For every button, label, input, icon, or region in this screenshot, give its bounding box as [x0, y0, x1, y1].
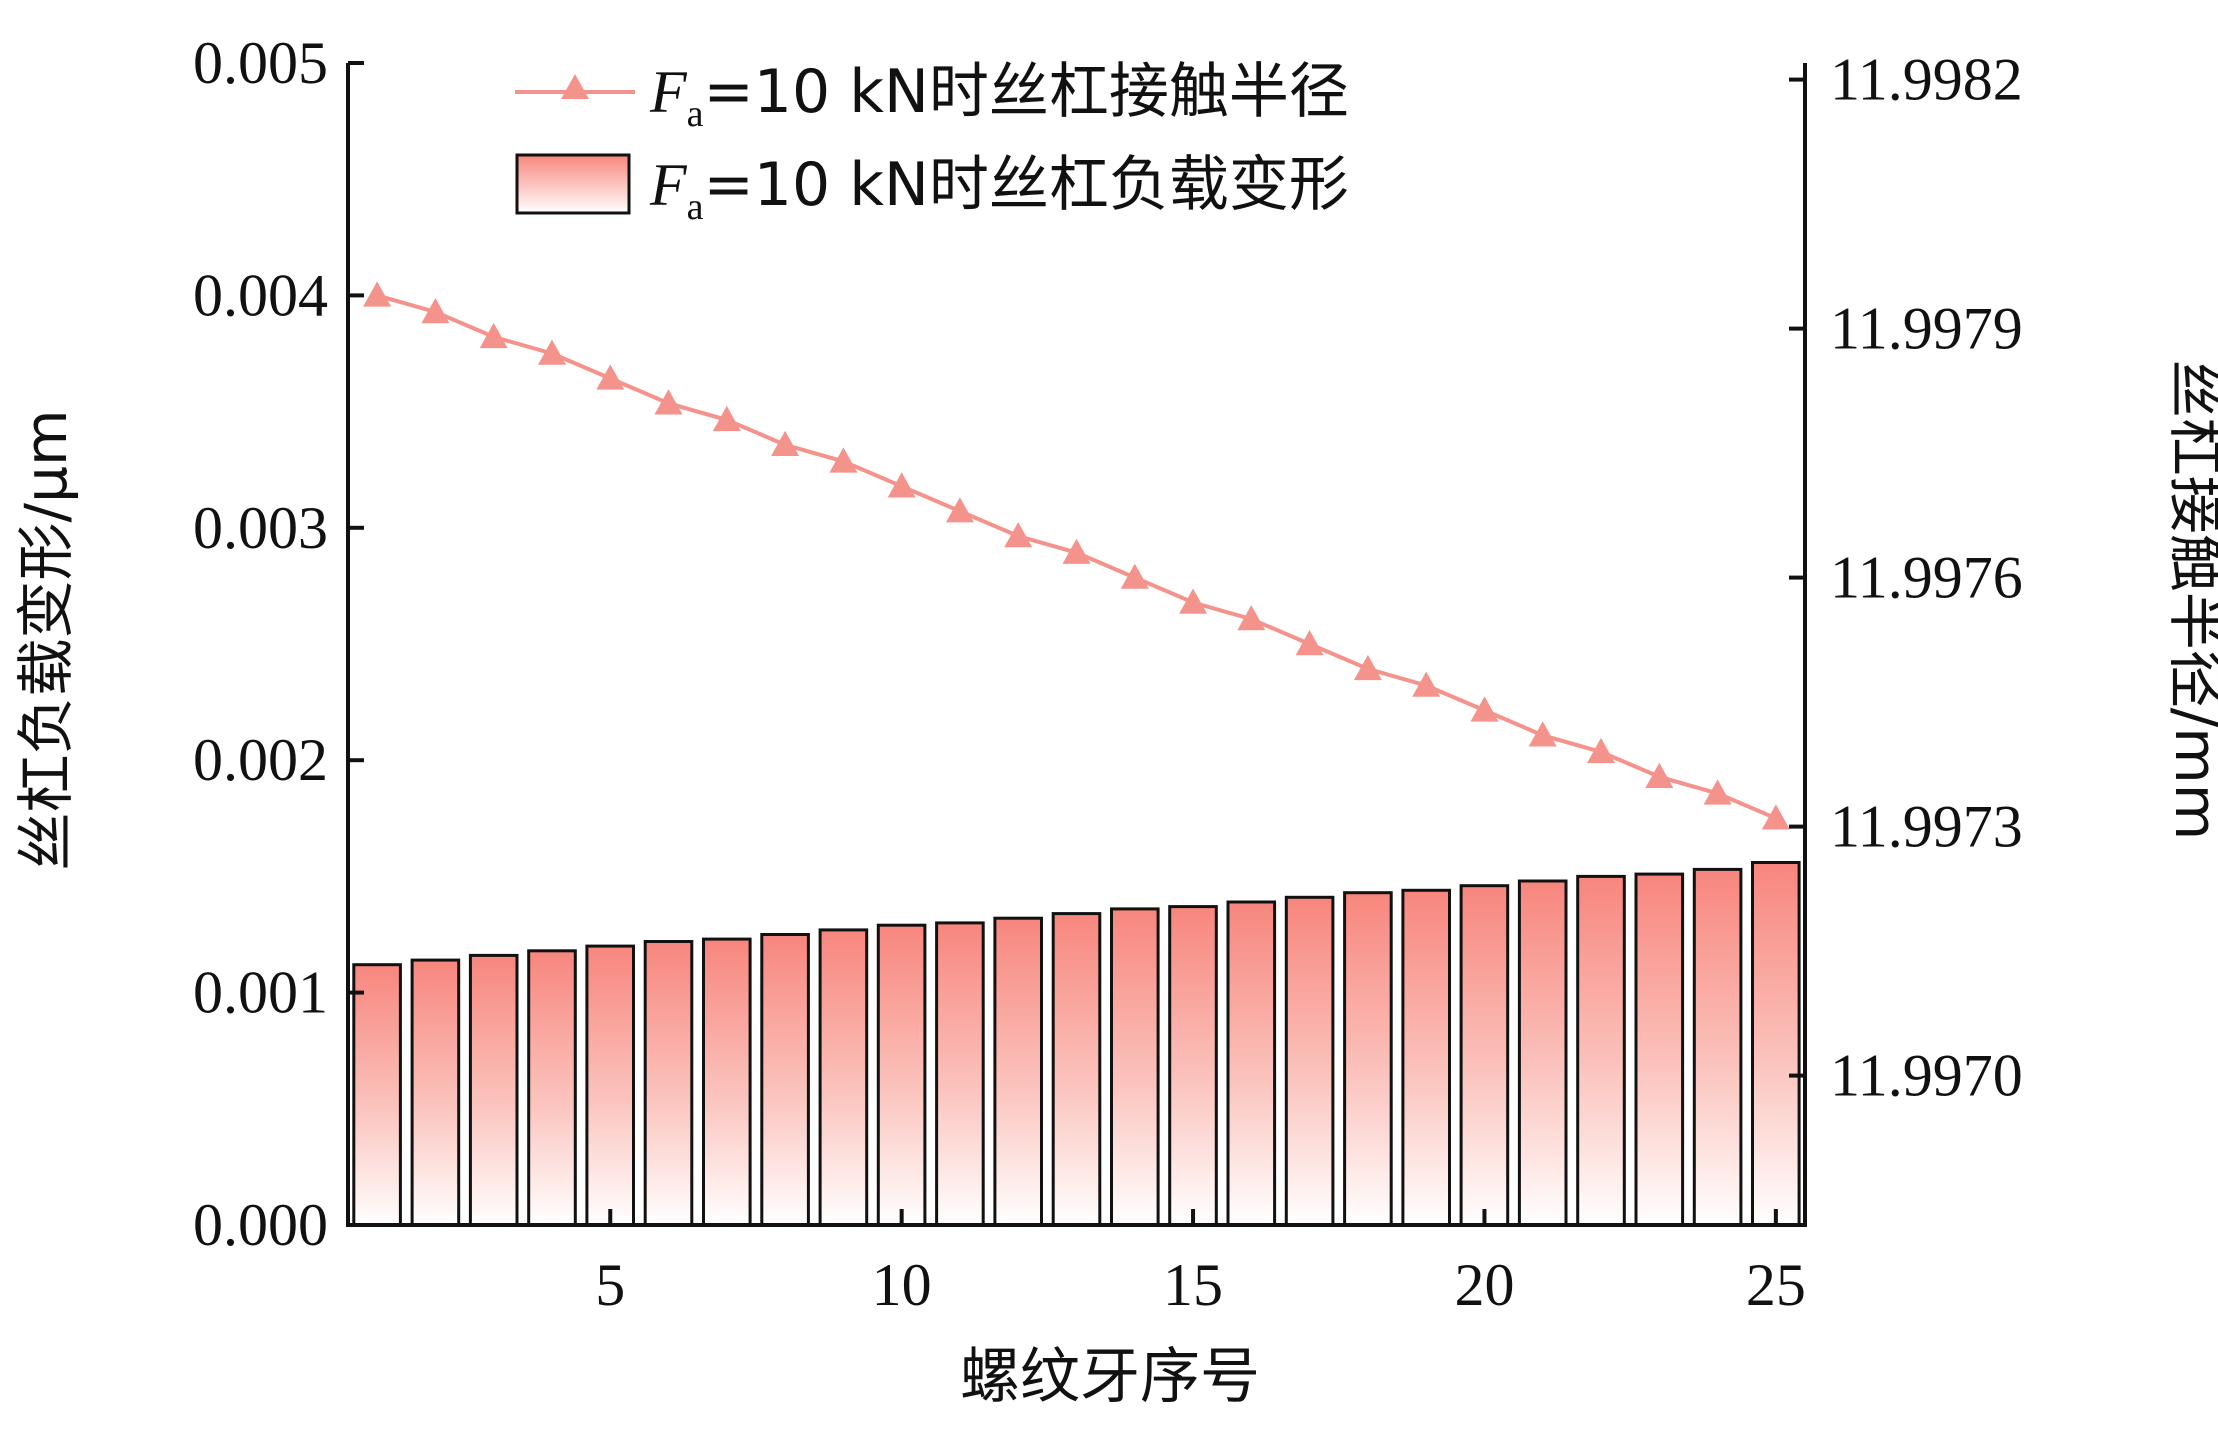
x-tick-label: 15: [1163, 1252, 1223, 1318]
left-y-axis-title: 丝杠负载变形/μm: [12, 410, 80, 871]
left-y-tick-label: 0.001: [193, 960, 328, 1026]
line-point-marker: [771, 430, 800, 456]
line-point-marker: [1587, 737, 1615, 764]
line-point-marker: [479, 322, 508, 349]
line-point-marker: [1703, 779, 1732, 805]
bar: [410, 958, 461, 1227]
legend-label-line-suffix: =10 kN时丝杠接触半径: [704, 57, 1349, 127]
right-y-tick-label: 11.9979: [1830, 296, 2023, 362]
axes: [346, 63, 1807, 1227]
right-y-ticks: 11.9970 11.9973 11.9976 11.9979 11.9982: [1789, 47, 2023, 1109]
line-point-marker: [363, 281, 392, 307]
bar: [702, 937, 752, 1227]
line-point-marker: [654, 389, 683, 415]
legend-label-line-sub: a: [687, 93, 704, 135]
left-y-tick-label: 0.003: [193, 495, 328, 561]
bar: [1401, 888, 1452, 1227]
line-point-marker: [1004, 522, 1033, 548]
x-tick-label: 5: [595, 1252, 625, 1318]
line-point-marker: [1295, 630, 1324, 656]
bar: [935, 921, 985, 1227]
legend-entry-line: Fa=10 kN时丝杠接触半径: [515, 57, 1349, 135]
line-point-marker: [596, 364, 625, 390]
right-y-tick-label: 11.9970: [1830, 1043, 2023, 1109]
legend-bar-swatch: [515, 153, 631, 215]
x-tick-label: 20: [1454, 1252, 1514, 1318]
legend-label-bar-suffix: =10 kN时丝杠负载变形: [704, 150, 1349, 220]
line-point-marker: [1645, 762, 1674, 788]
x-axis-title: 螺纹牙序号: [960, 1342, 1260, 1412]
line-point-marker: [1179, 588, 1208, 614]
line-series: [363, 281, 1790, 830]
line-point-marker: [1470, 696, 1499, 722]
left-y-ticks: 0.000 0.001 0.002 0.003 0.004 0.005: [193, 30, 364, 1258]
bar: [1634, 872, 1685, 1227]
x-tick-label: 25: [1746, 1252, 1806, 1318]
bar: [1051, 912, 1102, 1227]
line-point-marker: [829, 447, 858, 473]
left-y-tick-label: 0.000: [193, 1192, 328, 1258]
legend-label-line: Fa=10 kN时丝杠接触半径: [649, 57, 1349, 135]
bar: [876, 923, 927, 1227]
line-point-marker: [887, 472, 916, 498]
line-point-marker: [1528, 721, 1557, 747]
left-y-tick-label: 0.002: [193, 727, 328, 793]
right-y-tick-label: 11.9973: [1830, 794, 2023, 860]
line-point-marker: [1761, 804, 1790, 830]
legend-label-line-prefix: F: [649, 59, 688, 125]
line-point-marker: [1120, 563, 1149, 589]
line-point-marker: [1412, 671, 1441, 697]
line-point-marker: [1353, 654, 1382, 681]
legend-label-bar: Fa=10 kN时丝杠负载变形: [649, 150, 1349, 228]
bar: [1168, 905, 1218, 1227]
bar: [1343, 891, 1393, 1227]
left-y-tick-label: 0.004: [193, 262, 328, 328]
line-point-marker: [712, 405, 741, 432]
bar: [993, 916, 1044, 1227]
bar: [643, 940, 694, 1227]
bar: [1692, 867, 1743, 1227]
bar: [1751, 861, 1801, 1227]
line-point-marker: [1062, 538, 1091, 564]
bar: [1284, 895, 1335, 1227]
right-y-axis-title: 丝杠接触半径/mm: [2162, 360, 2218, 841]
bar: [1110, 907, 1160, 1227]
legend-entry-bar: Fa=10 kN时丝杠负载变形: [515, 150, 1349, 228]
x-ticks: 5 10 15 20 25: [595, 1209, 1806, 1318]
bar: [585, 944, 636, 1227]
bar: [760, 933, 810, 1227]
bar: [352, 963, 402, 1227]
right-y-tick-label: 11.9982: [1830, 47, 2023, 113]
line-point-marker: [538, 339, 566, 365]
legend: Fa=10 kN时丝杠接触半径 Fa=10 kN时丝杠负载变形: [515, 57, 1349, 228]
bar: [1576, 874, 1626, 1227]
bar-series: [352, 861, 1801, 1227]
legend-label-bar-prefix: F: [649, 152, 688, 218]
bar: [468, 953, 519, 1227]
legend-triangle-marker: [561, 74, 589, 99]
bar: [527, 949, 577, 1227]
left-y-tick-label: 0.005: [193, 30, 328, 96]
right-y-tick-label: 11.9976: [1830, 545, 2023, 611]
line-point-marker: [421, 298, 450, 324]
bar: [1517, 879, 1568, 1227]
bar: [818, 928, 869, 1227]
bar: [1459, 884, 1510, 1227]
x-tick-label: 10: [872, 1252, 932, 1318]
line-point-marker: [1237, 605, 1266, 631]
legend-label-bar-sub: a: [687, 186, 704, 228]
line-point-marker: [945, 497, 974, 523]
bar: [1226, 900, 1277, 1227]
